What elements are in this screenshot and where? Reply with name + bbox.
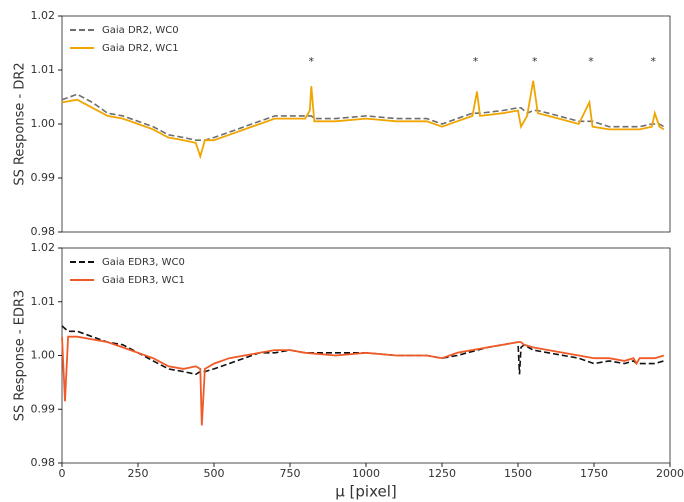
y-tick-label: 0.99 — [31, 402, 56, 415]
x-tick-label: 2000 — [656, 467, 684, 480]
x-tick-label: 1000 — [352, 467, 380, 480]
y-tick-label: 1.01 — [31, 295, 56, 308]
annotation: * — [532, 55, 538, 68]
annotation: * — [473, 55, 479, 68]
annotation: * — [309, 55, 315, 68]
series-line — [61, 93, 665, 141]
series-line — [61, 335, 665, 426]
series-line — [61, 325, 665, 376]
y-tick-label: 0.98 — [31, 225, 56, 238]
legend-label: Gaia EDR3, WC1 — [102, 275, 185, 286]
series-line — [61, 80, 665, 160]
x-tick-label: 750 — [280, 467, 301, 480]
legend-label: Gaia EDR3, WC0 — [102, 257, 185, 268]
y-tick-label: 0.98 — [31, 456, 56, 469]
y-tick-label: 1.01 — [31, 63, 56, 76]
x-axis-title: μ [pixel] — [335, 483, 397, 501]
legend-label: Gaia DR2, WC0 — [102, 25, 179, 36]
annotation: * — [588, 55, 594, 68]
y-axis-title: SS Response - EDR3 — [13, 290, 28, 422]
x-tick-label: 1500 — [504, 467, 532, 480]
x-tick-label: 250 — [128, 467, 149, 480]
annotation: * — [651, 55, 657, 68]
y-tick-label: 0.99 — [31, 171, 56, 184]
y-tick-label: 1.02 — [31, 241, 56, 254]
y-tick-label: 1.00 — [31, 349, 56, 362]
x-tick-label: 1250 — [428, 467, 456, 480]
y-tick-label: 1.02 — [31, 9, 56, 22]
x-tick-label: 0 — [59, 467, 66, 480]
legend-label: Gaia DR2, WC1 — [102, 43, 179, 54]
x-tick-label: 1750 — [580, 467, 608, 480]
y-tick-label: 1.00 — [31, 117, 56, 130]
y-axis-title: SS Response - DR2 — [13, 62, 28, 185]
x-tick-label: 500 — [204, 467, 225, 480]
